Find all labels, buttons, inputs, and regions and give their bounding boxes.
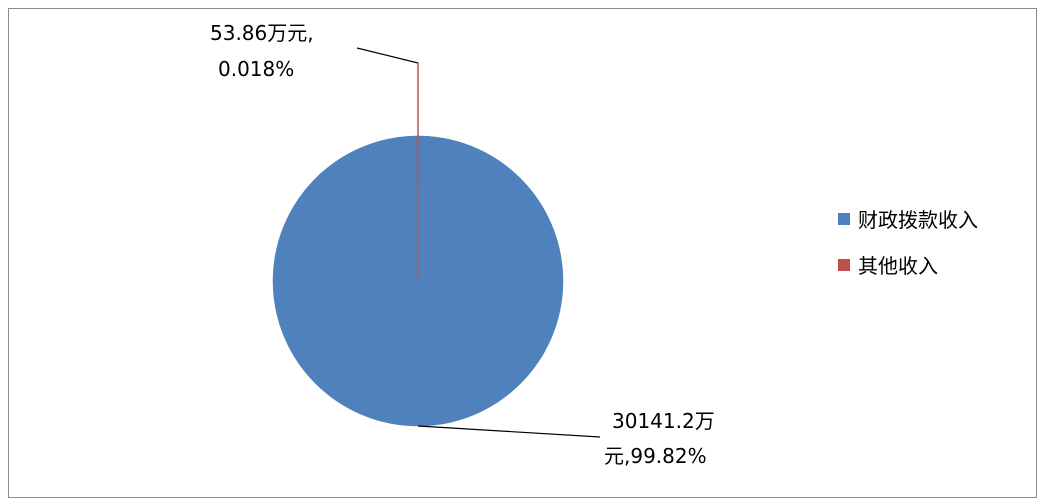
leader-line-other (356, 47, 419, 136)
legend-swatch-fiscal (838, 213, 850, 225)
leader-lines (356, 47, 601, 438)
legend-label-other: 其他收入 (858, 254, 938, 278)
legend: 财政拨款收入 其他收入 (838, 208, 978, 278)
data-label-other-line2: 0.018% (218, 57, 294, 81)
data-label-fiscal-line2: 元,99.82% (604, 444, 707, 468)
leader-line-fiscal (417, 425, 601, 438)
data-label-fiscal-line1: 30141.2万 (612, 409, 715, 433)
legend-swatch-other (838, 259, 850, 271)
legend-label-fiscal: 财政拨款收入 (858, 208, 978, 232)
pie-chart: 53.86万元, 0.018% 30141.2万 元,99.82% 财政拨款收入… (210, 21, 978, 468)
data-label-other-line1: 53.86万元, (210, 21, 314, 45)
pie-slices (272, 135, 564, 427)
